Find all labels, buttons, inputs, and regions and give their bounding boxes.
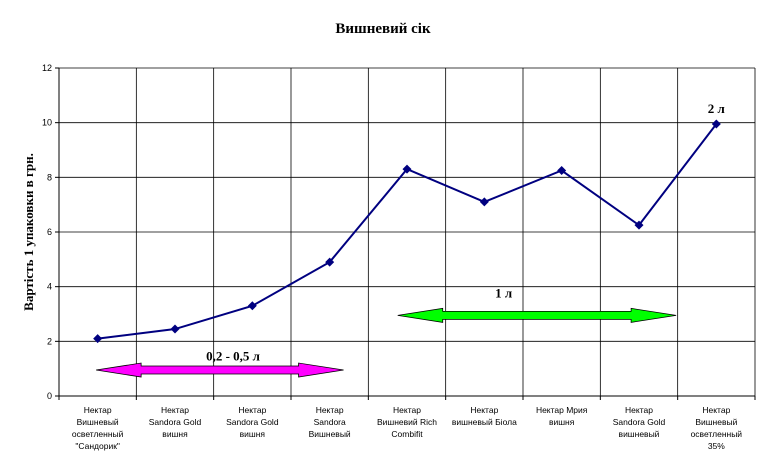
x-tick-label-line: Нектар	[393, 405, 421, 415]
x-tick-label-line: 35%	[708, 441, 725, 451]
data-point	[711, 119, 721, 129]
y-tick-label: 10	[42, 118, 52, 128]
x-tick-label-line: Нектар	[470, 405, 498, 415]
x-tick-label-line: Combifit	[391, 429, 423, 439]
x-tick-label-line: Вишневый	[695, 417, 737, 427]
y-tick-label: 6	[47, 227, 52, 237]
data-point	[325, 257, 335, 267]
data-point	[557, 166, 567, 175]
x-tick-label-line: вишня	[549, 417, 575, 427]
x-tick-label-line: вишневый	[619, 429, 660, 439]
y-tick-label: 12	[42, 63, 52, 73]
x-tick-label: Нектар Вишневый осветленный "Сандорик"	[72, 405, 124, 451]
data-point	[402, 164, 412, 174]
x-tick-label-line: Нектар	[238, 405, 266, 415]
series-line	[97, 123, 718, 340]
x-tick-label-line: вишневый Біола	[452, 417, 517, 427]
y-tick-label: 8	[47, 172, 52, 182]
chart-title: Вишневий сік	[335, 21, 431, 37]
y-tick-label: 4	[47, 282, 52, 292]
range-arrow-small	[96, 362, 344, 378]
data-point	[170, 324, 180, 334]
x-tick-label-line: осветленный	[691, 429, 743, 439]
y-tick-label: 0	[47, 391, 52, 401]
y-axis-label: Вартість 1 упаковки в грн.	[21, 153, 36, 311]
x-tick-label-line: "Сандорик"	[75, 441, 120, 451]
x-tick-label-line: осветленный	[72, 429, 124, 439]
x-tick-label-line: Нектар	[702, 405, 730, 415]
x-tick-label-line: Sandora Gold	[613, 417, 666, 427]
x-tick-label: Нектар Вишневий Rich Combifit	[377, 405, 437, 439]
y-tick-label: 2	[47, 336, 52, 346]
x-tick-label-line: Вишневый	[77, 417, 119, 427]
data-point	[247, 301, 257, 311]
range-label-1l: 1 л	[495, 286, 512, 301]
x-tick-label-line: Нектар	[161, 405, 189, 415]
x-tick-label: Нектар Sandora Gold вишня	[149, 405, 202, 439]
x-tick-label: Нектар Мрия вишня	[536, 405, 588, 427]
x-tick-label-line: Нектар	[316, 405, 344, 415]
x-tick-label-line: Sandora Gold	[149, 417, 202, 427]
x-tick-label-line: Вишневий Rich	[377, 417, 437, 427]
x-tick-label-line: Вишневый	[309, 429, 351, 439]
x-tick-label-line: вишня	[240, 429, 266, 439]
range-label-small: 0,2 - 0,5 л	[206, 348, 260, 363]
x-tick-label-line: Нектар	[84, 405, 112, 415]
x-tick-label: Нектар Sandora Gold вишня	[226, 405, 279, 439]
data-point	[93, 334, 103, 344]
data-point	[634, 220, 644, 230]
x-tick-label-line: вишня	[162, 429, 188, 439]
x-tick-label: Нектар Sandora Вишневый	[309, 405, 351, 439]
range-arrow-1l	[397, 307, 677, 323]
x-tick-label-line: Нектар Мрия	[536, 405, 588, 415]
x-tick-label-line: Нектар	[625, 405, 653, 415]
x-tick-label: Нектар Вишневый осветленный 35%	[691, 405, 743, 451]
range-label-2l: 2 л	[708, 101, 725, 116]
x-tick-label: Нектар Sandora Gold вишневый	[613, 405, 666, 439]
data-point	[479, 197, 489, 207]
x-tick-label: Нектар вишневый Біола	[452, 405, 517, 427]
x-tick-label-line: Sandora	[314, 417, 346, 427]
plot-area: 0 2 4 6 8 10 12 Нектар Вишневый осветленный "Сандо…	[42, 63, 756, 451]
x-tick-label-line: Sandora Gold	[226, 417, 279, 427]
